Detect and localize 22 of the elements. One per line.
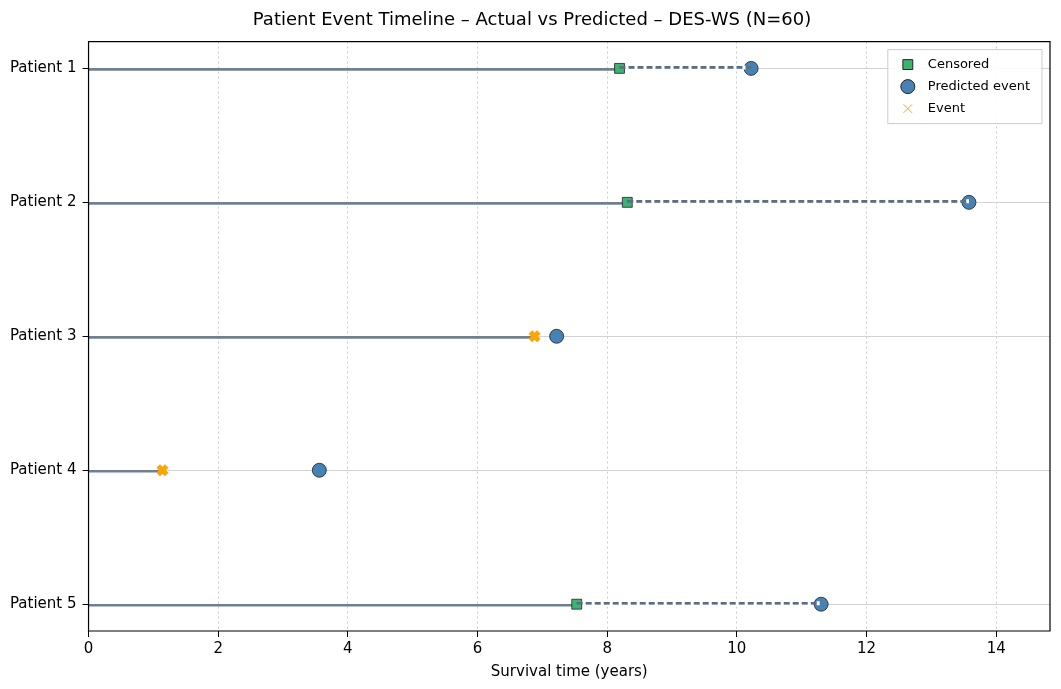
x-axis-title: Survival time (years) bbox=[490, 661, 648, 680]
point bbox=[155, 463, 170, 477]
x-tick-label: 0 bbox=[83, 638, 94, 657]
point bbox=[311, 462, 327, 478]
x-tick-label: 12 bbox=[856, 638, 877, 657]
point bbox=[527, 329, 542, 344]
legend-label: Censored bbox=[927, 55, 990, 71]
y-tick-label: Patient 4 bbox=[9, 460, 77, 479]
y-tick-label: Patient 1 bbox=[9, 58, 77, 77]
x-tick-label: 10 bbox=[727, 638, 747, 657]
y-tick-label: Patient 3 bbox=[9, 326, 77, 345]
x-tick-label: 14 bbox=[986, 638, 1006, 657]
y-tick-label: Patient 2 bbox=[9, 192, 77, 211]
legend-label: Predicted event bbox=[927, 77, 1030, 93]
x-tick-label: 2 bbox=[213, 638, 223, 657]
chart-title: Patient Event Timeline – Actual vs Predicted – DES-WS (N=60) bbox=[252, 8, 812, 30]
x-tick-label: 8 bbox=[602, 638, 612, 657]
x-tick-label: 4 bbox=[343, 638, 353, 657]
y-tick-label: Patient 5 bbox=[9, 594, 77, 613]
x-tick-label: 6 bbox=[472, 638, 483, 657]
legend-label: Event bbox=[927, 99, 966, 115]
point bbox=[549, 328, 565, 344]
